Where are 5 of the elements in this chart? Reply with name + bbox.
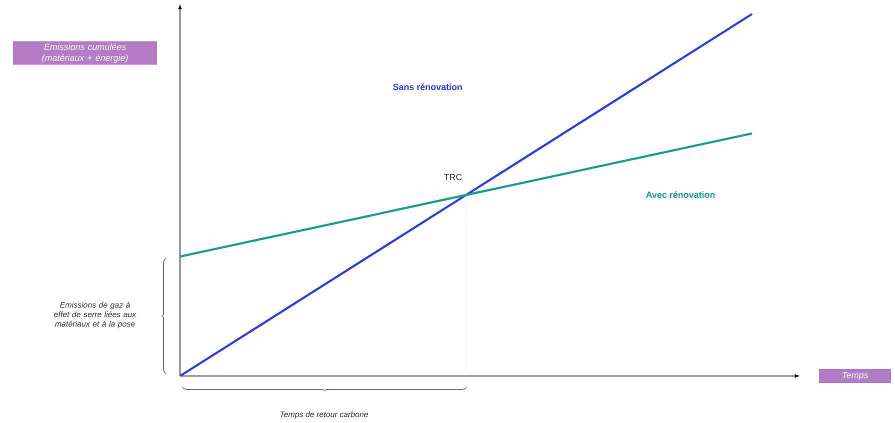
text: Emissions cumulées (matériaux + énergie) [42, 43, 128, 63]
annotation: TRC [444, 174, 462, 180]
text: Temps [842, 372, 868, 380]
text: Sans rénovation [393, 83, 462, 90]
text: Avec rénovation [646, 191, 715, 198]
